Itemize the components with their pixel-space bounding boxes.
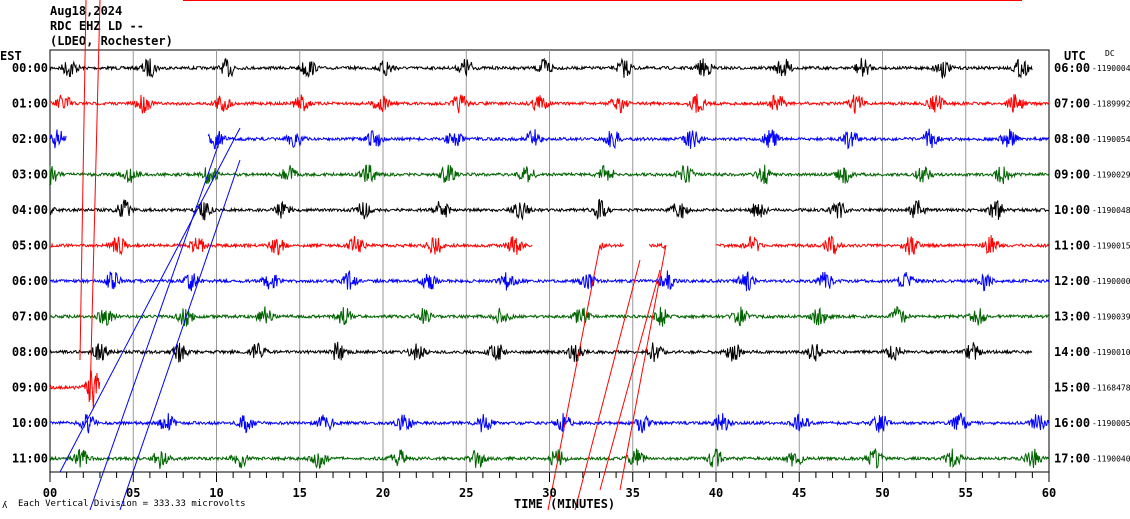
scale-symbol: ʎ [2, 501, 8, 511]
est-time-label: 05:00 [12, 239, 48, 253]
clipped-trace-line [619, 244, 667, 491]
x-tick-label: 40 [709, 486, 723, 500]
dc-offset-label: -1190015 [1092, 242, 1130, 251]
seismic-trace-0500 [599, 242, 625, 251]
utc-axis-label: UTC [1064, 49, 1086, 63]
x-tick-label: 45 [792, 486, 806, 500]
est-time-label: 04:00 [12, 203, 48, 217]
seismic-trace-0100 [49, 93, 1050, 114]
x-tick-label: 30 [542, 486, 556, 500]
clipped-trace-line [79, 0, 87, 361]
dc-offset-label: -1190029 [1092, 171, 1130, 180]
x-tick-label: 55 [959, 486, 973, 500]
seismic-trace-0000 [49, 57, 1033, 80]
seismic-trace-0300 [49, 164, 1050, 185]
est-time-label: 00:00 [12, 61, 48, 75]
utc-time-label: 08:00 [1054, 132, 1090, 146]
dc-offset-label: -1168478 [1092, 384, 1130, 393]
chart-network: (LDEO, Rochester) [50, 34, 173, 48]
seismic-trace-0800 [49, 341, 1033, 363]
utc-time-label: 15:00 [1054, 381, 1090, 395]
dc-offset-label: -1190004 [1092, 64, 1130, 73]
chart-channel: RDC EHZ LD -- [50, 19, 144, 33]
seismic-trace-0200 [49, 129, 67, 149]
dc-offset-label: -1190010 [1092, 348, 1130, 357]
clipped-trace-line [119, 159, 241, 511]
dc-offset-label: -1190000 [1092, 277, 1130, 286]
est-time-label: 01:00 [12, 97, 48, 111]
utc-time-label: 07:00 [1054, 97, 1090, 111]
utc-time-label: 06:00 [1054, 61, 1090, 75]
est-time-label: 08:00 [12, 345, 48, 359]
x-tick-label: 10 [209, 486, 223, 500]
seismic-trace-0500 [715, 235, 1049, 256]
clipped-trace-line [59, 127, 241, 473]
clipped-trace-line [89, 0, 101, 401]
est-axis-label: EST [0, 49, 22, 63]
seismic-trace-0400 [49, 198, 1050, 221]
est-time-label: 10:00 [12, 416, 48, 430]
clipped-trace-line [89, 139, 221, 511]
dc-offset-label: -1190054 [1092, 135, 1130, 144]
seismic-trace-1100 [49, 448, 1050, 470]
clipped-trace-line [547, 244, 601, 511]
seismic-trace-0500 [648, 242, 666, 250]
dc-label: DC [1105, 49, 1115, 58]
est-time-label: 11:00 [12, 452, 48, 466]
seismic-trace-0200 [207, 128, 1050, 150]
x-tick-label: 35 [626, 486, 640, 500]
utc-time-label: 11:00 [1054, 239, 1090, 253]
est-time-label: 03:00 [12, 168, 48, 182]
dc-offset-label: -1190005 [1092, 419, 1130, 428]
utc-time-label: 17:00 [1054, 452, 1090, 466]
x-tick-label: 50 [875, 486, 889, 500]
x-tick-label: 60 [1042, 486, 1056, 500]
x-tick-label: 15 [293, 486, 307, 500]
clipped-trace-line [599, 269, 661, 491]
clipped-trace-line [574, 259, 641, 511]
dc-offset-label: -1190040 [1092, 455, 1130, 464]
seismic-trace-0500 [49, 235, 533, 256]
x-axis-title: TIME (MINUTES) [514, 497, 615, 511]
seismic-trace-1000 [49, 412, 1050, 434]
utc-time-label: 16:00 [1054, 416, 1090, 430]
utc-time-label: 10:00 [1054, 203, 1090, 217]
est-time-label: 06:00 [12, 274, 48, 288]
est-time-label: 09:00 [12, 381, 48, 395]
utc-time-label: 14:00 [1054, 345, 1090, 359]
dc-offset-label: -1189992 [1092, 100, 1130, 109]
est-time-label: 07:00 [12, 310, 48, 324]
x-tick-label: 05 [126, 486, 140, 500]
utc-time-label: 12:00 [1054, 274, 1090, 288]
dc-offset-label: -1190048 [1092, 206, 1130, 215]
x-tick-label: 00 [43, 486, 57, 500]
seismic-trace-0900 [49, 369, 101, 409]
seismic-trace-0700 [49, 305, 1049, 327]
scale-text: Each Vertical Division = 333.33 microvol… [18, 499, 246, 509]
est-time-label: 02:00 [12, 132, 48, 146]
seismic-trace-0600 [49, 270, 1050, 292]
utc-time-label: 09:00 [1054, 168, 1090, 182]
dc-offset-label: -1190039 [1092, 313, 1130, 322]
x-tick-label: 20 [376, 486, 390, 500]
x-tick-label: 25 [459, 486, 473, 500]
utc-time-label: 13:00 [1054, 310, 1090, 324]
